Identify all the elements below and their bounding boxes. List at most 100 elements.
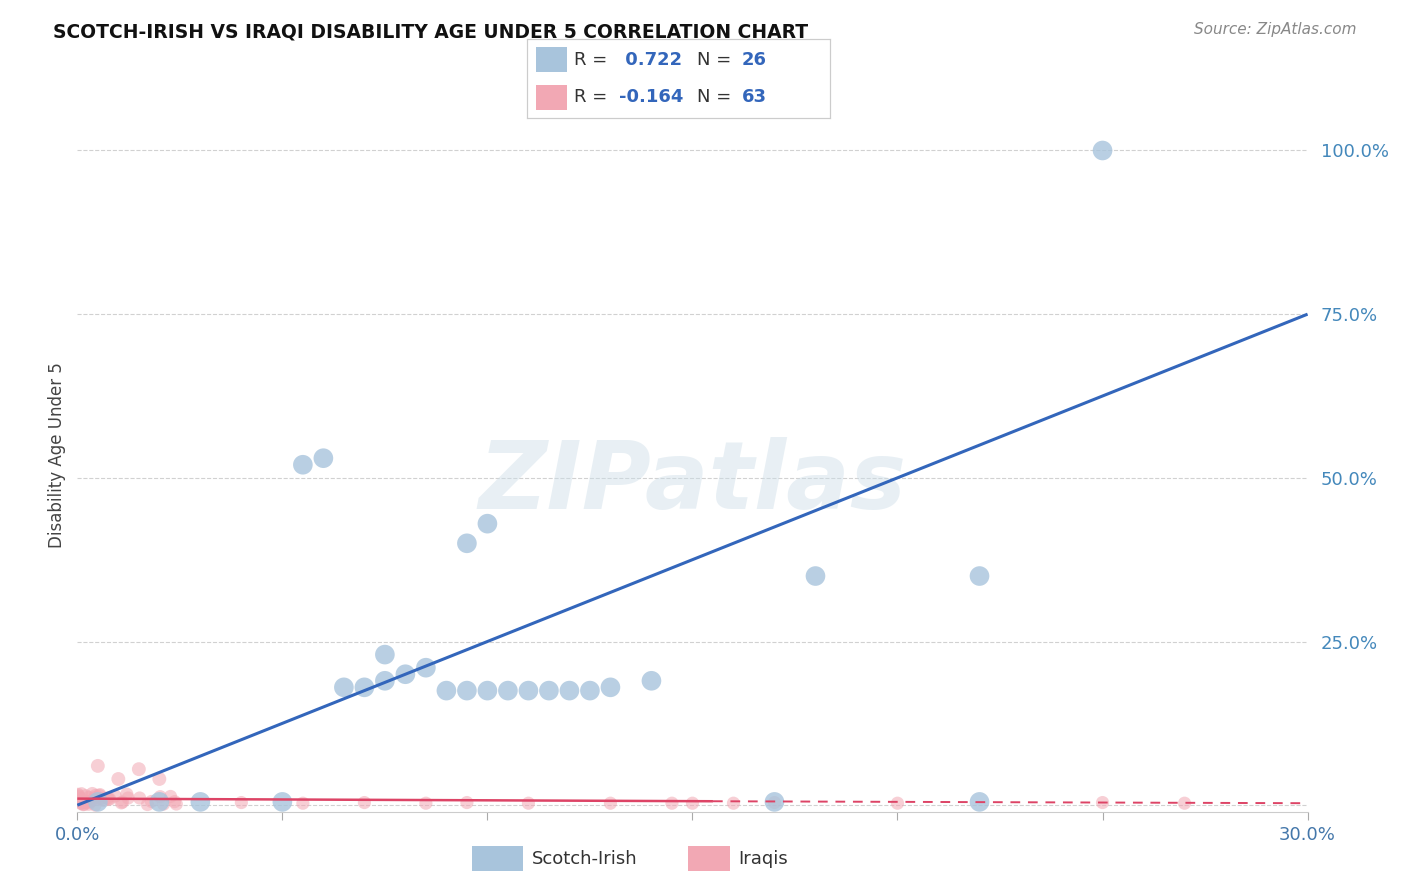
Point [67,789,90,804]
Point [111,795,134,809]
Text: N =: N = [696,88,737,106]
Point [969,569,991,583]
Point [599,681,621,695]
Point [579,683,602,698]
Point [415,661,437,675]
Point [291,458,314,472]
Point [477,683,499,698]
Point [66,787,89,801]
Point [456,683,478,698]
Text: 0.722: 0.722 [620,51,682,69]
Point [97,792,120,806]
Bar [472,847,523,871]
Point [77,790,100,805]
Text: 26: 26 [742,51,766,69]
Point [163,795,186,809]
Point [90,791,112,805]
Point [1091,144,1114,158]
Point [83,790,105,805]
Text: Scotch-Irish: Scotch-Irish [531,849,637,868]
Point [72,796,94,810]
Point [75,789,97,803]
Point [456,796,478,810]
Y-axis label: Disability Age Under 5: Disability Age Under 5 [48,362,66,548]
Point [110,796,132,810]
Point [517,683,540,698]
Point [374,673,396,688]
Point [73,797,96,812]
Text: R =: R = [574,51,613,69]
Point [70,792,93,806]
Point [117,791,139,805]
Point [886,796,908,810]
Text: Iraqis: Iraqis [738,849,787,868]
Point [149,789,172,804]
Point [72,794,94,808]
Point [1091,796,1114,810]
Point [148,795,170,809]
Point [72,797,94,812]
Point [640,673,662,688]
Point [415,796,437,810]
Point [148,772,170,786]
Point [1174,796,1197,810]
Point [188,795,212,809]
Bar [536,85,567,110]
Point [104,789,127,803]
Text: 63: 63 [742,88,766,106]
Point [333,681,356,695]
Point [141,795,163,809]
Point [477,516,499,531]
Point [231,796,253,810]
Point [599,796,621,810]
Text: R =: R = [574,88,613,106]
Point [98,792,121,806]
Point [84,798,107,813]
Point [723,796,745,810]
Text: N =: N = [696,51,737,69]
Text: SCOTCH-IRISH VS IRAQI DISABILITY AGE UNDER 5 CORRELATION CHART: SCOTCH-IRISH VS IRAQI DISABILITY AGE UND… [53,22,808,41]
Point [969,795,991,809]
Point [291,796,314,810]
Point [165,797,187,811]
Text: Source: ZipAtlas.com: Source: ZipAtlas.com [1194,22,1357,37]
Text: ZIPatlas: ZIPatlas [478,437,907,530]
Point [804,569,827,583]
Point [763,795,786,809]
Point [76,795,98,809]
Point [159,789,181,804]
Point [75,795,97,809]
Point [93,793,115,807]
Point [82,787,104,801]
Point [353,681,375,695]
Point [763,796,786,810]
Point [456,536,478,550]
Bar [688,847,730,871]
Point [152,797,174,811]
Point [89,788,111,802]
Point [517,796,540,810]
Point [537,683,560,698]
Point [436,683,458,698]
Point [353,796,375,810]
Point [97,791,120,805]
Point [558,683,581,698]
Bar [536,47,567,72]
Point [77,797,100,812]
Point [136,797,159,812]
Point [271,795,294,809]
Point [79,795,101,809]
Point [84,789,107,803]
Point [72,794,94,808]
Point [89,791,111,805]
Point [67,789,90,803]
Point [312,451,335,466]
Point [107,772,129,786]
Point [70,787,93,801]
Point [89,789,111,803]
Point [87,795,110,809]
Point [661,796,683,810]
Point [682,796,704,810]
Point [115,787,138,801]
Point [374,648,396,662]
